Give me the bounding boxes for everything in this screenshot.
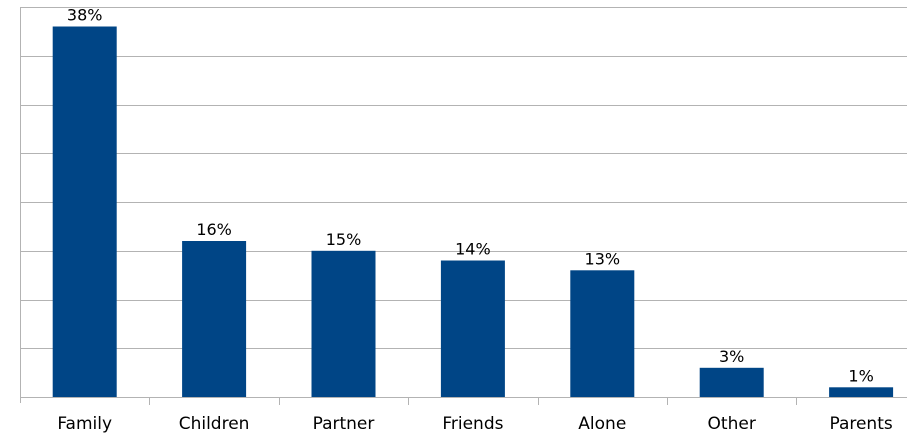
x-axis xyxy=(20,7,907,405)
category-label-family: Family xyxy=(57,414,112,434)
category-label-other: Other xyxy=(708,414,756,434)
bar-other xyxy=(699,367,764,398)
category-label-parents: Parents xyxy=(829,414,892,434)
bar-parents xyxy=(829,387,894,398)
data-label-partner: 15% xyxy=(326,230,362,249)
bar-children xyxy=(182,241,247,397)
data-label-alone: 13% xyxy=(585,249,621,268)
bar-alone xyxy=(570,270,635,398)
bar-partner xyxy=(311,250,376,398)
data-label-friends: 14% xyxy=(455,240,491,259)
data-label-children: 16% xyxy=(196,220,232,239)
bar-family xyxy=(52,26,117,397)
category-label-alone: Alone xyxy=(578,414,626,434)
category-labels: Family Children Partner Friends Alone Other Pa… xyxy=(57,414,893,434)
data-label-other: 3% xyxy=(719,347,744,366)
data-label-family: 38% xyxy=(67,6,103,25)
category-label-children: Children xyxy=(179,414,250,434)
bars xyxy=(52,26,894,398)
category-label-friends: Friends xyxy=(442,414,503,434)
category-label-partner: Partner xyxy=(313,414,375,434)
gridlines xyxy=(20,7,907,349)
data-labels: 38% 16% 15% 14% 13% 3% 1% xyxy=(67,6,874,386)
data-label-parents: 1% xyxy=(848,366,873,385)
bar-friends xyxy=(440,260,505,397)
